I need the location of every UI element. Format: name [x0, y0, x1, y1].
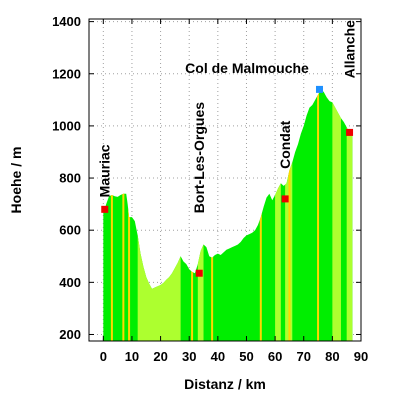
stripe-marker [110, 89, 113, 341]
gradient-band [346, 89, 353, 341]
x-tick-label: 10 [125, 349, 139, 364]
y-tick-label: 600 [59, 223, 81, 238]
place-label: Condat [277, 120, 293, 169]
stripe-marker [288, 89, 291, 341]
x-tick-label: 50 [239, 349, 253, 364]
y-tick-label: 200 [59, 327, 81, 342]
place-marker [101, 205, 109, 213]
x-tick-label: 60 [268, 349, 282, 364]
axis-ticks: 0 10 20 30 40 50 60 70 80 90 200 400 600 800 1000 1200 1… [52, 14, 368, 364]
gradient-band [332, 89, 341, 341]
y-tick-label: 1200 [52, 66, 81, 81]
stripe-marker [317, 89, 320, 341]
place-label: Allanche [342, 20, 358, 79]
x-tick-label: 0 [100, 349, 107, 364]
y-tick-label: 1000 [52, 118, 81, 133]
chart-title: Col de Malmouche [185, 60, 309, 76]
y-tick-label: 800 [59, 171, 81, 186]
x-tick-label: 80 [325, 349, 339, 364]
place-markers [101, 85, 354, 277]
x-tick-label: 30 [182, 349, 196, 364]
gradient-band [275, 89, 281, 341]
summit-marker [315, 85, 323, 93]
x-tick-label: 90 [354, 349, 368, 364]
place-label: Bort-Les-Orgues [191, 102, 207, 213]
place-marker [195, 269, 203, 277]
y-tick-label: 400 [59, 275, 81, 290]
y-tick-label: 1400 [52, 14, 81, 29]
place-marker [346, 128, 354, 136]
y-axis-label: Hoehe / m [8, 147, 24, 214]
place-marker [281, 195, 289, 203]
x-tick-label: 20 [153, 349, 167, 364]
x-axis-label: Distanz / km [184, 376, 266, 392]
plot-frame [88, 18, 362, 342]
place-labels: Mauriac Bort-Les-Orgues Condat Allanche [97, 20, 358, 213]
x-tick-label: 70 [297, 349, 311, 364]
stripe-marker [122, 89, 125, 341]
x-tick-label: 40 [211, 349, 225, 364]
place-label: Mauriac [97, 144, 113, 197]
